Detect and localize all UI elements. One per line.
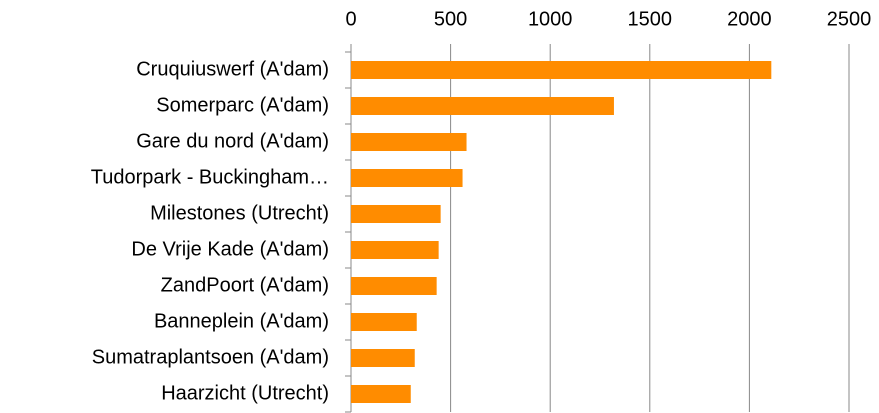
- bar: [351, 133, 467, 151]
- y-tick-label: Banneplein (A'dam): [154, 310, 329, 332]
- bar: [351, 385, 411, 403]
- bar: [351, 169, 463, 187]
- y-tick-label: Somerparc (A'dam): [156, 94, 329, 116]
- y-tick-label: Milestones (Utrecht): [150, 202, 329, 224]
- bar: [351, 313, 417, 331]
- x-tick-label: 1500: [628, 8, 673, 30]
- bar: [351, 205, 441, 223]
- bar: [351, 349, 415, 367]
- y-tick-label: Haarzicht (Utrecht): [161, 382, 329, 404]
- x-tick-label: 0: [345, 8, 356, 30]
- x-tick-label: 2000: [727, 8, 772, 30]
- bar: [351, 241, 439, 259]
- bar: [351, 61, 772, 79]
- y-tick-label: Sumatraplantsoen (A'dam): [92, 346, 329, 368]
- x-tick-label: 2500: [827, 8, 872, 30]
- y-tick-label: Cruquiuswerf (A'dam): [136, 58, 329, 80]
- bar: [351, 97, 614, 115]
- x-tick-label: 1000: [528, 8, 573, 30]
- y-tick-label: Tudorpark - Buckingham…: [91, 166, 329, 188]
- y-tick-label: ZandPoort (A'dam): [161, 274, 329, 296]
- y-tick-label: De Vrije Kade (A'dam): [131, 238, 329, 260]
- x-tick-label: 500: [434, 8, 467, 30]
- y-tick-label: Gare du nord (A'dam): [136, 130, 329, 152]
- bar: [351, 277, 437, 295]
